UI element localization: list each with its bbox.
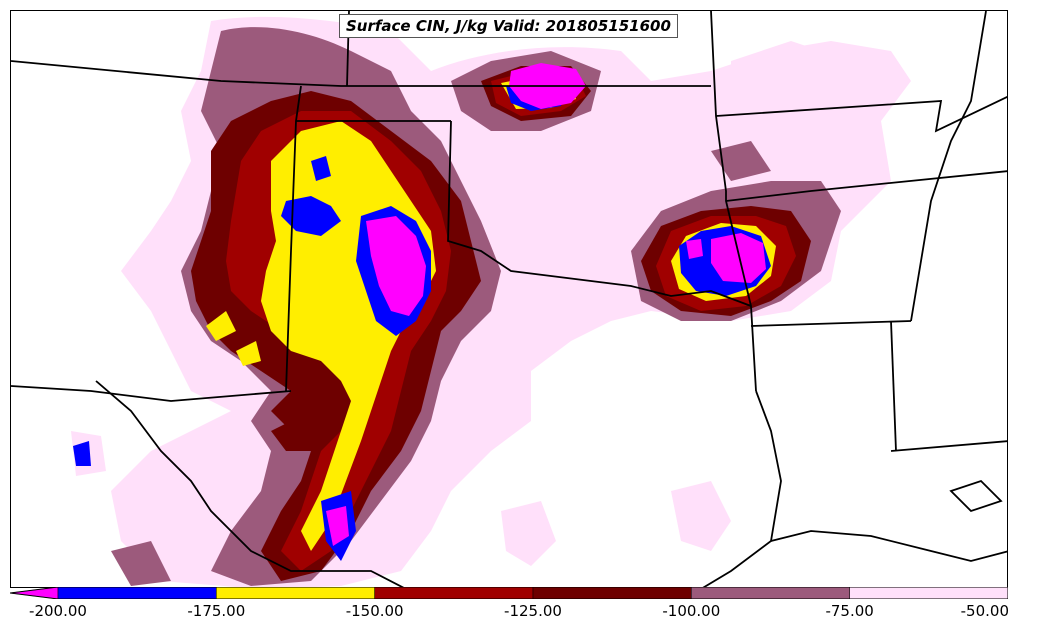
colorbar-tick-label: -200.00 [29, 602, 87, 620]
colorbar-segment [216, 587, 375, 599]
colorbar-tick-label: -75.00 [825, 602, 874, 620]
state-boundaries [11, 11, 1007, 587]
colorbar-tick-label: -50.00 [960, 602, 1009, 620]
map-title: Surface CIN, J/kg Valid: 201805151600 [339, 14, 678, 38]
colorbar-outline [10, 587, 1008, 599]
colorbar-segment [374, 587, 534, 599]
colorbar-segment [532, 587, 692, 599]
map-panel [10, 10, 1008, 588]
colorbar [10, 587, 1008, 599]
cin-map [11, 11, 1007, 587]
colorbar-segment [57, 587, 217, 599]
colorbar-tick-label: -150.00 [345, 602, 404, 620]
colorbar-segment [691, 587, 850, 599]
colorbar-tick-label: -175.00 [187, 602, 246, 620]
colorbar-tick-label: -125.00 [504, 602, 562, 620]
colorbar-tick-label: -100.00 [662, 602, 721, 620]
colorbar-segment [849, 587, 1008, 599]
colorbar-segment [10, 587, 59, 599]
